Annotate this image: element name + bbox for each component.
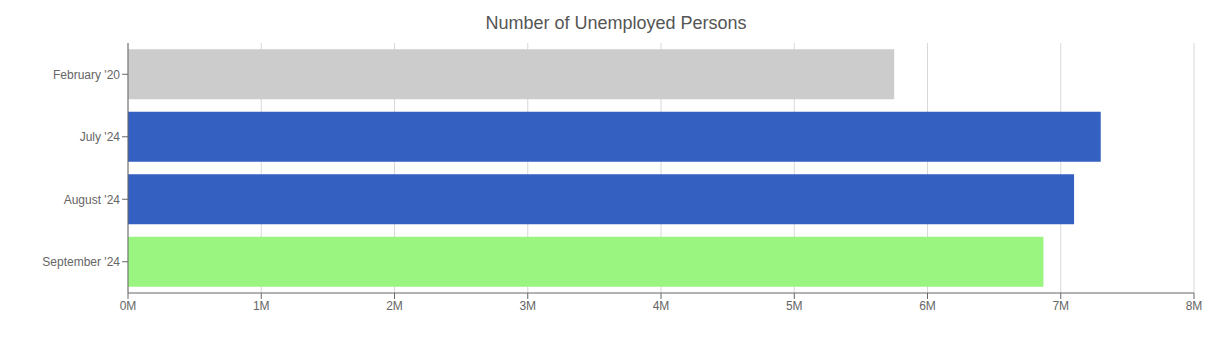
- svg-text:7M: 7M: [1052, 299, 1069, 313]
- html-text:Number of Unemployed Persons: Number of Unemployed Persons: [485, 13, 747, 33]
- svg-text:3M: 3M: [519, 299, 536, 313]
- svg-text:4M: 4M: [653, 299, 670, 313]
- svg-text:August '24: August '24: [64, 193, 121, 207]
- svg-text:September '24: September '24: [42, 255, 120, 269]
- svg-text:8M: 8M: [1186, 299, 1203, 313]
- svg-text:0M: 0M: [120, 299, 137, 313]
- svg-text:July '24: July '24: [80, 130, 121, 144]
- svg-text:5M: 5M: [786, 299, 803, 313]
- svg-text:February '20: February '20: [53, 68, 120, 82]
- svg-text:1M: 1M: [253, 299, 270, 313]
- svg-text:6M: 6M: [919, 299, 936, 313]
- svg-text:2M: 2M: [386, 299, 403, 313]
